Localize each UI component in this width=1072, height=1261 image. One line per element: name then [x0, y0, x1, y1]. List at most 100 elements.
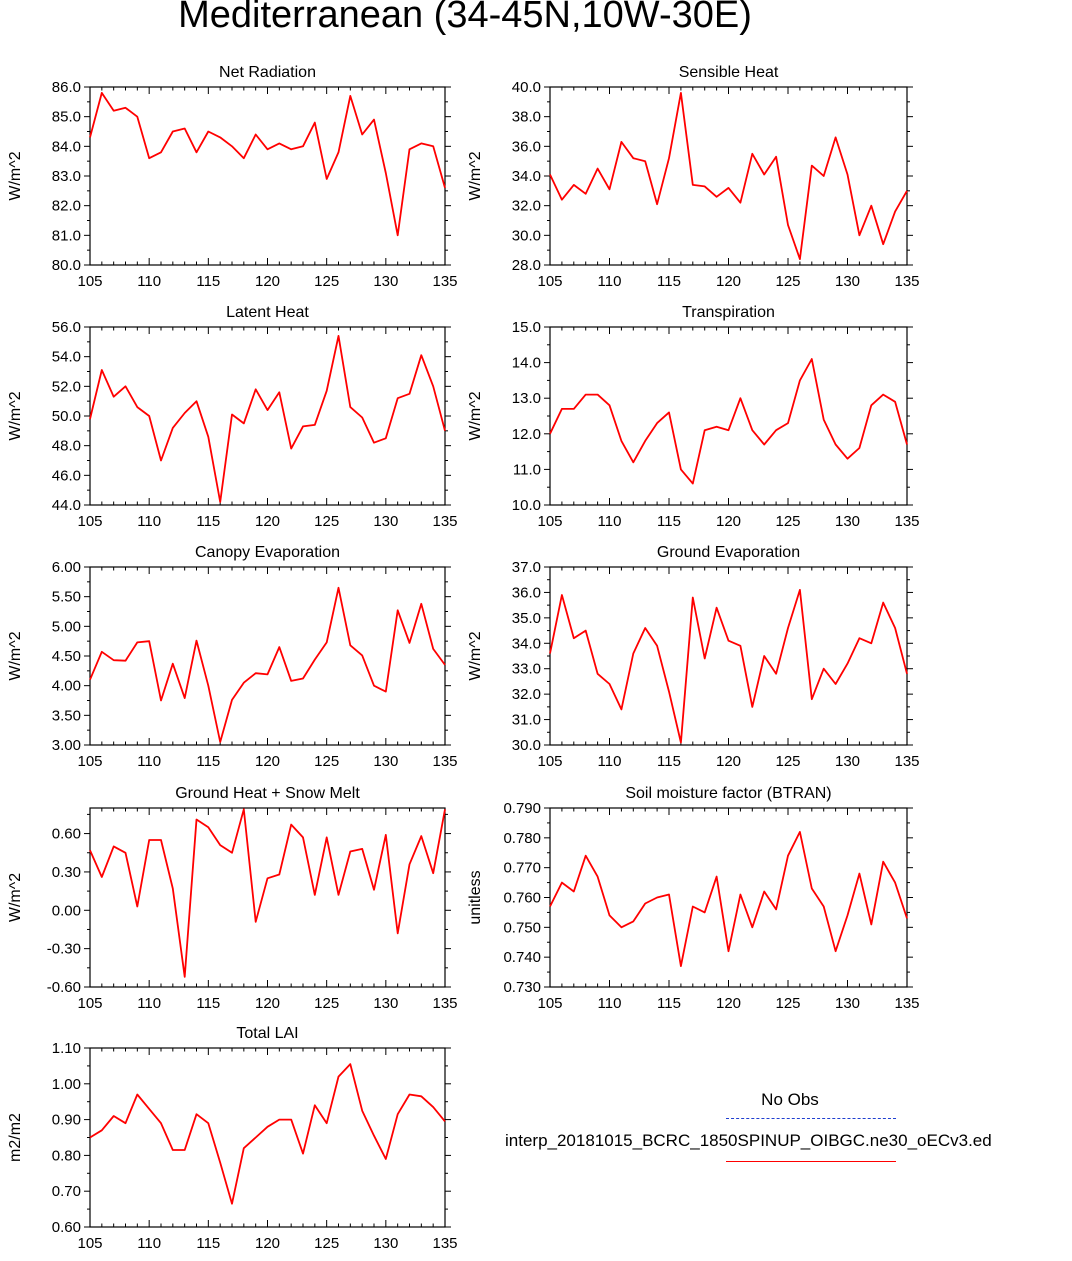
- x-tick-label: 115: [196, 753, 220, 770]
- y-tick-label: 1.00: [52, 1076, 81, 1093]
- x-tick-label: 110: [137, 513, 161, 530]
- y-tick-label: 37.0: [512, 559, 541, 576]
- y-tick-label: 10.0: [512, 497, 541, 514]
- panel-title: Soil moisture factor (BTRAN): [625, 785, 831, 802]
- y-tick-label: 3.00: [52, 737, 81, 754]
- y-tick-label: 38.0: [512, 109, 541, 126]
- panel-title: Ground Evaporation: [657, 544, 800, 561]
- x-tick-label: 125: [775, 753, 800, 770]
- x-tick-label: 130: [835, 513, 860, 530]
- x-tick-label: 110: [137, 273, 161, 290]
- y-tick-label: 40.0: [512, 79, 541, 96]
- y-tick-label: 0.30: [52, 864, 81, 881]
- y-tick-label: 3.50: [52, 707, 81, 724]
- x-tick-label: 135: [432, 995, 457, 1012]
- x-tick-label: 135: [432, 1235, 457, 1252]
- y-tick-label: 30.0: [512, 227, 541, 244]
- y-tick-label: 30.0: [512, 737, 541, 754]
- x-tick-label: 115: [657, 995, 681, 1012]
- x-tick-label: 125: [775, 995, 800, 1012]
- legend-model-label: interp_20181015_BCRC_1850SPINUP_OIBGC.ne…: [505, 1131, 992, 1150]
- panel-4: 105 110 115 120 125 130 135 10.0 11.0 12.0 13.0 14.…: [467, 304, 920, 530]
- y-tick-label: -0.30: [47, 941, 81, 958]
- y-tick-label: 15.0: [512, 319, 541, 336]
- x-tick-label: 125: [775, 273, 800, 290]
- series-line: [89, 1063, 446, 1205]
- x-tick-label: 120: [255, 1235, 280, 1252]
- y-tick-label: 12.0: [512, 426, 541, 443]
- y-tick-label: 0.00: [52, 902, 81, 919]
- y-tick-label: 0.750: [503, 919, 541, 936]
- x-tick-label: 120: [716, 513, 741, 530]
- y-tick-label: 36.0: [512, 584, 541, 601]
- x-tick-label: 135: [432, 753, 457, 770]
- y-tick-label: 32.0: [512, 686, 541, 703]
- y-tick-label: 80.0: [52, 257, 81, 274]
- legend-obs-line: [726, 1118, 896, 1119]
- x-tick-label: 130: [373, 995, 398, 1012]
- x-tick-label: 125: [314, 753, 339, 770]
- x-tick-label: 130: [835, 273, 860, 290]
- x-tick-label: 120: [255, 753, 280, 770]
- y-tick-label: 5.00: [52, 618, 81, 635]
- panel-title: Sensible Heat: [679, 64, 779, 81]
- x-tick-label: 105: [537, 513, 562, 530]
- legend-model-line: [726, 1161, 896, 1162]
- y-tick-label: 13.0: [512, 390, 541, 407]
- y-tick-label: 56.0: [52, 319, 81, 336]
- x-tick-label: 120: [255, 513, 280, 530]
- series-line: [89, 334, 446, 503]
- x-tick-label: 125: [314, 995, 339, 1012]
- x-tick-label: 135: [894, 753, 919, 770]
- x-tick-label: 115: [196, 273, 220, 290]
- x-tick-label: 105: [77, 273, 102, 290]
- panel-title: Canopy Evaporation: [195, 544, 340, 561]
- y-axis-label: W/m^2: [7, 873, 24, 922]
- x-tick-label: 105: [537, 753, 562, 770]
- y-tick-label: 5.50: [52, 589, 81, 606]
- y-tick-label: 54.0: [52, 349, 81, 366]
- y-tick-label: 33.0: [512, 661, 541, 678]
- x-tick-label: 125: [775, 513, 800, 530]
- series-line: [89, 586, 446, 743]
- y-tick-label: 11.0: [513, 461, 541, 478]
- y-tick-label: 32.0: [512, 198, 541, 215]
- y-tick-label: 0.80: [52, 1147, 81, 1164]
- y-tick-label: 82.0: [52, 198, 81, 215]
- panel-8: 105 110 115 120 125 130 135 0.730 0.740 0.750 0.76…: [467, 785, 920, 1012]
- x-tick-label: 110: [137, 995, 161, 1012]
- plot-frame: [89, 807, 446, 988]
- x-tick-label: 105: [77, 995, 102, 1012]
- y-tick-label: 34.0: [512, 168, 541, 185]
- panel-7: 105 110 115 120 125 130 135 -0.60 -0.30 0.00 0.30 0…: [7, 785, 458, 1012]
- x-tick-label: 115: [196, 1235, 220, 1252]
- x-tick-label: 110: [598, 753, 622, 770]
- panel-1: 105 110 115 120 125 130 135 80.0 81.0 82.0 83.0 84.…: [7, 64, 458, 290]
- x-tick-label: 130: [373, 1235, 398, 1252]
- y-axis-label: W/m^2: [467, 631, 484, 680]
- y-tick-label: 0.60: [52, 1219, 81, 1236]
- panel-title: Ground Heat + Snow Melt: [175, 785, 360, 802]
- y-axis-label: W/m^2: [467, 151, 484, 200]
- x-tick-label: 105: [77, 1235, 102, 1252]
- y-tick-label: 0.70: [52, 1183, 81, 1200]
- x-tick-label: 135: [894, 513, 919, 530]
- series-line: [549, 358, 908, 485]
- x-tick-label: 105: [77, 513, 102, 530]
- x-tick-label: 135: [894, 995, 919, 1012]
- x-tick-label: 115: [657, 513, 681, 530]
- y-tick-label: 1.10: [52, 1040, 81, 1057]
- y-tick-label: 44.0: [52, 497, 81, 514]
- panel-2: 105 110 115 120 125 130 135 28.0 30.0 32.0 34.0 36.…: [467, 64, 920, 290]
- y-tick-label: 4.00: [52, 678, 81, 695]
- y-tick-label: 28.0: [512, 257, 541, 274]
- panel-title: Total LAI: [236, 1025, 298, 1042]
- panel-title: Net Radiation: [219, 64, 316, 81]
- panel-5: 105 110 115 120 125 130 135 3.00 3.50 4.00 4.50 5.0…: [7, 544, 458, 770]
- x-tick-label: 135: [894, 273, 919, 290]
- x-tick-label: 130: [835, 753, 860, 770]
- x-tick-label: 120: [716, 753, 741, 770]
- x-tick-label: 110: [598, 513, 622, 530]
- x-tick-label: 125: [314, 513, 339, 530]
